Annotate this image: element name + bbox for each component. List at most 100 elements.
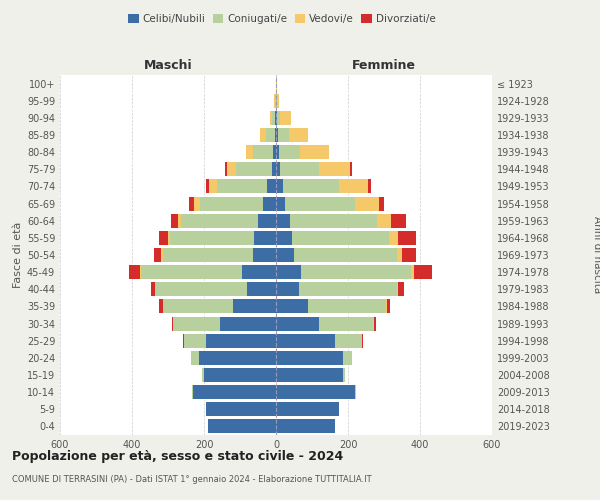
Bar: [273, 145, 276, 159]
Bar: [276, 180, 283, 194]
Bar: [276, 316, 319, 330]
Bar: [217, 180, 267, 194]
Bar: [260, 128, 266, 142]
Bar: [184, 334, 206, 347]
Bar: [246, 145, 253, 159]
Bar: [227, 162, 236, 176]
Bar: [276, 162, 280, 176]
Bar: [276, 265, 301, 279]
Bar: [247, 282, 276, 296]
Bar: [130, 265, 140, 279]
Bar: [263, 196, 276, 210]
Bar: [151, 282, 155, 296]
Bar: [402, 248, 416, 262]
Bar: [233, 300, 276, 314]
Bar: [343, 368, 346, 382]
Bar: [290, 214, 377, 228]
Bar: [368, 180, 371, 194]
Bar: [397, 282, 398, 296]
Bar: [266, 128, 275, 142]
Bar: [299, 282, 397, 296]
Bar: [163, 300, 233, 314]
Y-axis label: Fasce di età: Fasce di età: [13, 222, 23, 288]
Bar: [170, 231, 254, 245]
Bar: [170, 214, 178, 228]
Bar: [276, 300, 308, 314]
Bar: [389, 231, 398, 245]
Bar: [277, 94, 279, 108]
Bar: [272, 162, 276, 176]
Bar: [208, 420, 276, 434]
Bar: [206, 402, 276, 416]
Bar: [276, 231, 292, 245]
Bar: [280, 111, 291, 125]
Bar: [276, 402, 339, 416]
Bar: [343, 351, 352, 365]
Bar: [373, 316, 374, 330]
Bar: [276, 385, 355, 399]
Text: Maschi: Maschi: [143, 58, 193, 71]
Bar: [159, 300, 163, 314]
Bar: [301, 145, 329, 159]
Bar: [159, 231, 168, 245]
Bar: [335, 334, 362, 347]
Bar: [319, 316, 373, 330]
Bar: [191, 351, 199, 365]
Bar: [194, 196, 200, 210]
Bar: [140, 265, 141, 279]
Bar: [141, 265, 242, 279]
Bar: [276, 334, 335, 347]
Bar: [161, 248, 163, 262]
Bar: [301, 265, 411, 279]
Bar: [253, 248, 276, 262]
Bar: [398, 282, 404, 296]
Bar: [377, 214, 391, 228]
Bar: [280, 162, 319, 176]
Bar: [242, 265, 276, 279]
Bar: [193, 385, 276, 399]
Bar: [181, 214, 258, 228]
Bar: [350, 162, 352, 176]
Bar: [276, 145, 279, 159]
Bar: [276, 111, 277, 125]
Bar: [362, 334, 363, 347]
Bar: [283, 180, 339, 194]
Bar: [414, 265, 432, 279]
Bar: [339, 180, 368, 194]
Bar: [200, 196, 263, 210]
Bar: [278, 128, 289, 142]
Bar: [178, 214, 181, 228]
Bar: [274, 94, 275, 108]
Legend: Celibi/Nubili, Coniugati/e, Vedovi/e, Divorziati/e: Celibi/Nubili, Coniugati/e, Vedovi/e, Di…: [124, 10, 440, 29]
Bar: [253, 145, 273, 159]
Text: Anni di nascita: Anni di nascita: [592, 216, 600, 294]
Bar: [188, 196, 194, 210]
Text: COMUNE DI TERRASINI (PA) - Dati ISTAT 1° gennaio 2024 - Elaborazione TUTTITALIA.: COMUNE DI TERRASINI (PA) - Dati ISTAT 1°…: [12, 475, 371, 484]
Bar: [267, 180, 276, 194]
Bar: [276, 128, 278, 142]
Bar: [206, 334, 276, 347]
Bar: [279, 145, 301, 159]
Bar: [275, 111, 276, 125]
Bar: [276, 351, 343, 365]
Bar: [355, 385, 356, 399]
Bar: [254, 231, 276, 245]
Bar: [308, 300, 386, 314]
Bar: [163, 248, 253, 262]
Bar: [285, 196, 355, 210]
Bar: [272, 111, 275, 125]
Bar: [220, 316, 276, 330]
Bar: [355, 196, 379, 210]
Bar: [379, 196, 384, 210]
Bar: [202, 368, 204, 382]
Bar: [276, 214, 290, 228]
Bar: [155, 282, 247, 296]
Bar: [411, 265, 414, 279]
Bar: [173, 316, 220, 330]
Bar: [277, 111, 280, 125]
Text: Popolazione per età, sesso e stato civile - 2024: Popolazione per età, sesso e stato civil…: [12, 450, 343, 463]
Bar: [172, 316, 173, 330]
Bar: [398, 231, 416, 245]
Bar: [204, 368, 276, 382]
Bar: [294, 248, 397, 262]
